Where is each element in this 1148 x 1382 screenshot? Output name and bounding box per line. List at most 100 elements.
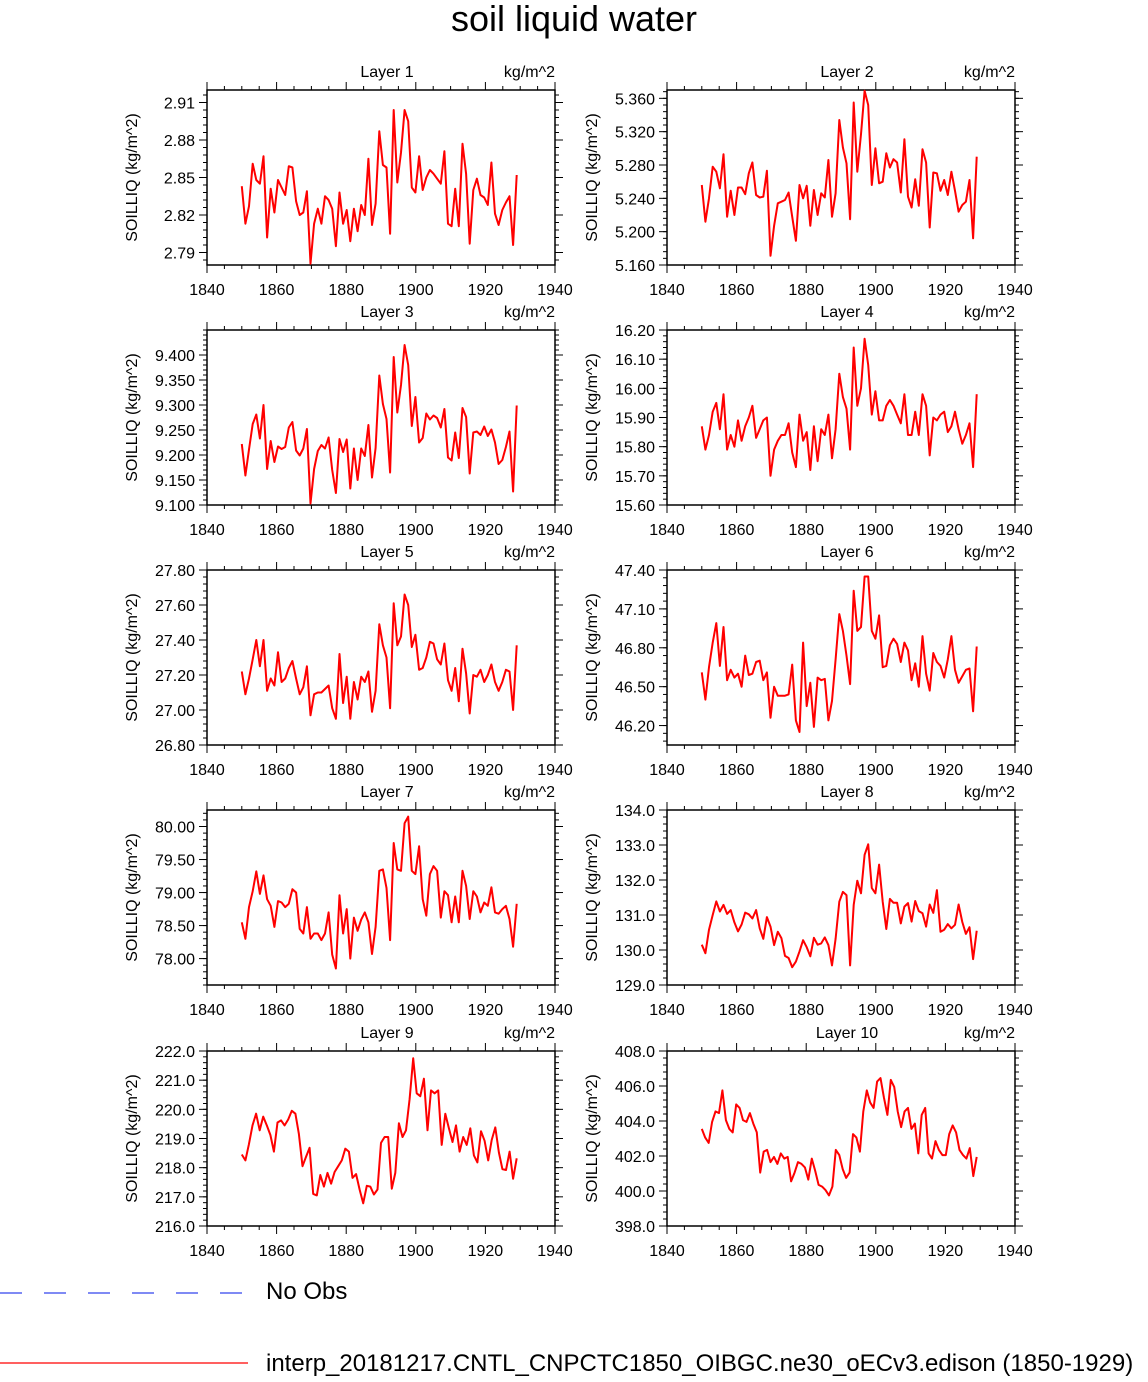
y-tick-label: 408.0 xyxy=(615,1044,655,1061)
series-line xyxy=(240,1057,518,1205)
panel-title: Layer 7 xyxy=(360,784,413,801)
series-line xyxy=(240,344,518,505)
x-tick-label: 1940 xyxy=(537,282,573,299)
x-tick-label: 1940 xyxy=(997,1243,1033,1260)
panel-title: Layer 9 xyxy=(360,1025,413,1042)
x-tick-label: 1880 xyxy=(788,1002,824,1019)
y-tick-label: 400.0 xyxy=(615,1184,655,1201)
panel-title: Layer 2 xyxy=(820,64,873,81)
x-tick-label: 1920 xyxy=(928,282,964,299)
y-tick-label: 133.0 xyxy=(615,838,655,855)
x-tick-label: 1840 xyxy=(649,1243,685,1260)
y-tick-label: 404.0 xyxy=(615,1114,655,1131)
x-tick-label: 1940 xyxy=(997,522,1033,539)
x-tick-label: 1840 xyxy=(649,1002,685,1019)
y-tick-label: 9.100 xyxy=(155,498,195,515)
y-axis-label: SOILLIQ (kg/m^2) xyxy=(124,113,141,241)
y-tick-label: 9.250 xyxy=(155,423,195,440)
y-tick-label: 9.200 xyxy=(155,448,195,465)
y-axis-label: SOILLIQ (kg/m^2) xyxy=(124,1074,141,1202)
series-line xyxy=(700,843,978,969)
x-tick-label: 1920 xyxy=(468,1002,504,1019)
y-tick-label: 27.20 xyxy=(155,668,195,685)
y-tick-label: 26.80 xyxy=(155,738,195,755)
y-tick-label: 398.0 xyxy=(615,1219,655,1236)
panel-6: Layer 6 kg/m^2 SOILLIQ (kg/m^2) 1840 1860 188… xyxy=(584,544,1033,779)
panel-title: Layer 4 xyxy=(820,304,873,321)
y-tick-label: 216.0 xyxy=(155,1219,195,1236)
y-tick-label: 46.50 xyxy=(615,680,655,697)
legend-item-no-obs: No Obs xyxy=(0,1280,1148,1310)
panel-3: Layer 3 kg/m^2 SOILLIQ (kg/m^2) 1840 1860 188… xyxy=(124,304,573,539)
panel-8: Layer 8 kg/m^2 SOILLIQ (kg/m^2) 1840 1860 188… xyxy=(584,784,1033,1019)
panel-7: Layer 7 kg/m^2 SOILLIQ (kg/m^2) 1840 1860 188… xyxy=(124,784,573,1019)
y-tick-label: 5.280 xyxy=(615,158,655,175)
x-tick-label: 1900 xyxy=(398,1243,434,1260)
x-tick-label: 1860 xyxy=(719,1243,755,1260)
x-tick-label: 1940 xyxy=(537,522,573,539)
y-axis-label: SOILLIQ (kg/m^2) xyxy=(124,833,141,961)
x-tick-label: 1940 xyxy=(537,1002,573,1019)
panel-title: Layer 1 xyxy=(360,64,413,81)
y-tick-label: 406.0 xyxy=(615,1079,655,1096)
x-tick-label: 1840 xyxy=(189,522,225,539)
legend-label: interp_20181217.CNTL_CNPCTC1850_OIBGC.ne… xyxy=(266,1350,1134,1377)
legend-swatch-solid xyxy=(0,1362,248,1364)
x-tick-label: 1940 xyxy=(997,1002,1033,1019)
x-tick-label: 1860 xyxy=(719,762,755,779)
x-tick-label: 1860 xyxy=(259,1002,295,1019)
panel-4: Layer 4 kg/m^2 SOILLIQ (kg/m^2) 1840 1860 188… xyxy=(584,304,1033,539)
x-tick-label: 1920 xyxy=(928,762,964,779)
plot-frame xyxy=(666,89,1016,266)
y-tick-label: 9.300 xyxy=(155,398,195,415)
x-tick-label: 1920 xyxy=(928,1002,964,1019)
panel-10: Layer 10 kg/m^2 SOILLIQ (kg/m^2) 1840 1860 18… xyxy=(584,1025,1033,1260)
y-tick-label: 132.0 xyxy=(615,873,655,890)
panel-units: kg/m^2 xyxy=(504,544,555,561)
y-tick-label: 220.0 xyxy=(155,1102,195,1119)
legend: No Obs interp_20181217.CNTL_CNPCTC1850_O… xyxy=(0,1270,1148,1378)
y-tick-label: 2.88 xyxy=(164,133,195,150)
panel-units: kg/m^2 xyxy=(504,1025,555,1042)
y-axis-label: SOILLIQ (kg/m^2) xyxy=(584,1074,601,1202)
x-tick-label: 1840 xyxy=(649,522,685,539)
y-tick-label: 218.0 xyxy=(155,1161,195,1178)
x-tick-label: 1880 xyxy=(788,522,824,539)
y-axis-label: SOILLIQ (kg/m^2) xyxy=(584,833,601,961)
x-tick-label: 1920 xyxy=(468,762,504,779)
x-tick-label: 1880 xyxy=(788,282,824,299)
x-tick-label: 1840 xyxy=(189,1002,225,1019)
y-tick-label: 46.80 xyxy=(615,641,655,658)
x-tick-label: 1900 xyxy=(398,522,434,539)
series-line xyxy=(700,1077,978,1197)
x-tick-label: 1840 xyxy=(189,1243,225,1260)
y-tick-label: 5.360 xyxy=(615,91,655,108)
panel-5: Layer 5 kg/m^2 SOILLIQ (kg/m^2) 1840 1860 188… xyxy=(124,544,573,779)
y-tick-label: 47.40 xyxy=(615,563,655,580)
y-tick-label: 46.20 xyxy=(615,719,655,736)
series-line xyxy=(240,109,518,265)
y-axis-label: SOILLIQ (kg/m^2) xyxy=(124,353,141,481)
y-tick-label: 15.80 xyxy=(615,440,655,457)
y-tick-label: 79.00 xyxy=(155,886,195,903)
panel-2: Layer 2 kg/m^2 SOILLIQ (kg/m^2) 1840 1860 188… xyxy=(584,64,1033,299)
plot-frame xyxy=(206,809,556,986)
x-tick-label: 1920 xyxy=(468,522,504,539)
panel-units: kg/m^2 xyxy=(964,64,1015,81)
y-tick-label: 5.320 xyxy=(615,125,655,142)
plot-frame xyxy=(206,329,556,506)
y-tick-label: 2.79 xyxy=(164,246,195,263)
panel-units: kg/m^2 xyxy=(504,304,555,321)
panel-units: kg/m^2 xyxy=(504,784,555,801)
y-tick-label: 5.160 xyxy=(615,258,655,275)
y-tick-label: 16.20 xyxy=(615,323,655,340)
y-tick-label: 131.0 xyxy=(615,908,655,925)
y-tick-label: 130.0 xyxy=(615,943,655,960)
y-tick-label: 2.82 xyxy=(164,208,195,225)
x-tick-label: 1880 xyxy=(788,762,824,779)
x-tick-label: 1860 xyxy=(719,282,755,299)
y-tick-label: 9.150 xyxy=(155,473,195,490)
x-tick-label: 1900 xyxy=(858,522,894,539)
y-tick-label: 217.0 xyxy=(155,1190,195,1207)
panel-title: Layer 10 xyxy=(816,1025,878,1042)
